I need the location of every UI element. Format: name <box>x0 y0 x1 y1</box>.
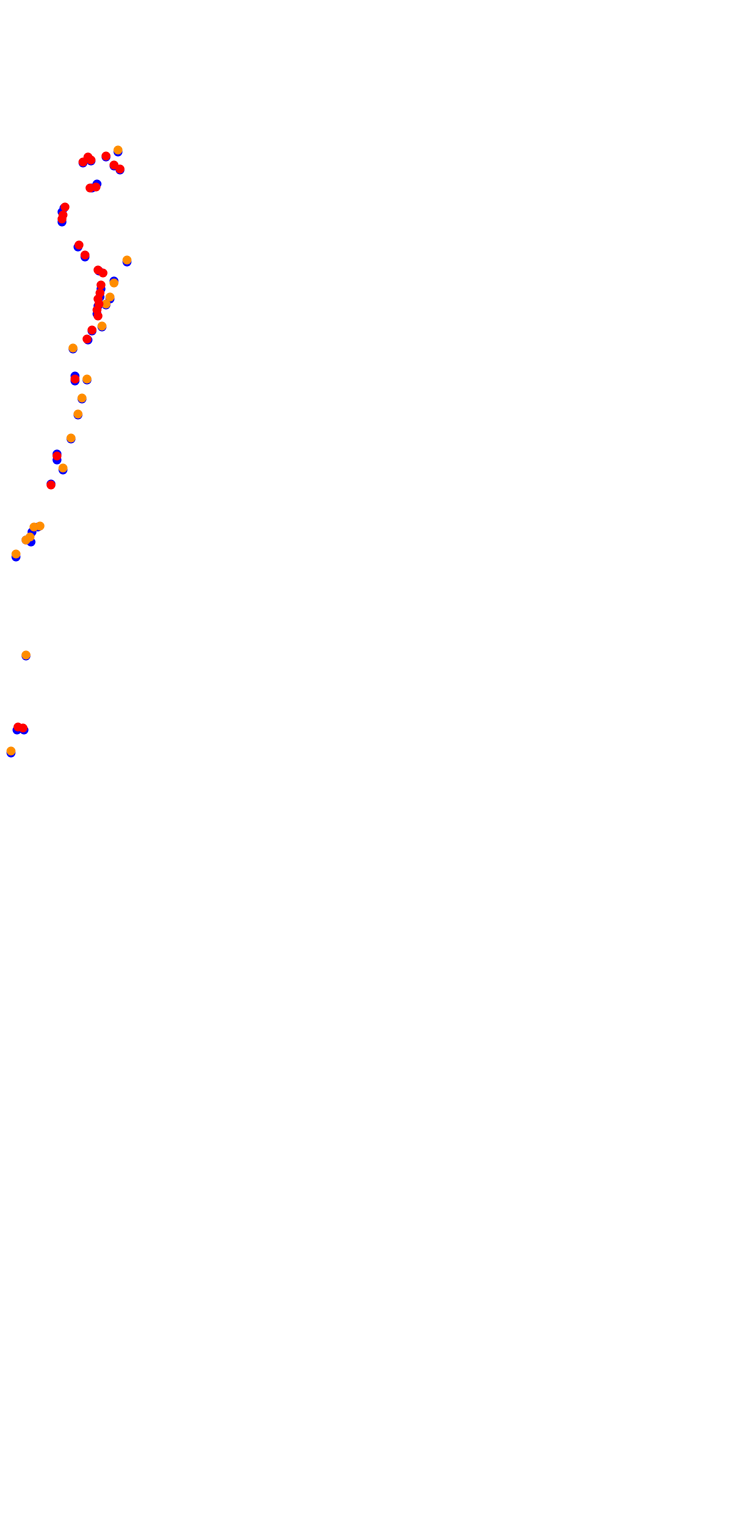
scatter-point-s2-15 <box>96 280 106 290</box>
series-1 <box>6 145 132 756</box>
scatter-point-s2-5 <box>115 164 125 174</box>
scatter-point-s1-10 <box>66 433 76 443</box>
scatter-point-s1-15 <box>21 535 31 545</box>
scatter-point-s1-9 <box>73 409 83 419</box>
scatter-point-s2-27 <box>18 723 28 733</box>
scatter-point-s2-20 <box>93 311 103 321</box>
scatter-point-s1-6 <box>68 343 78 353</box>
scatter-point-s2-10 <box>60 202 70 212</box>
scatter-point-s2-2 <box>86 155 96 165</box>
scatter-point-s2-7 <box>91 182 101 192</box>
scatter-point-s1-2 <box>109 278 119 288</box>
scatter-point-s2-25 <box>46 480 56 490</box>
scatter-point-s2-11 <box>74 240 84 250</box>
scatter-point-s1-3 <box>105 292 115 302</box>
scatter-point-s1-18 <box>6 746 16 756</box>
series-layer <box>6 145 132 758</box>
scatter-point-s1-8 <box>77 393 87 403</box>
scatter-point-s1-4 <box>101 299 111 309</box>
scatter-point-s2-12 <box>80 250 90 260</box>
scatter-point-s1-11 <box>58 463 68 473</box>
series-2 <box>13 151 125 733</box>
scatter-point-s2-23 <box>70 374 80 384</box>
scatter-point-s1-13 <box>29 522 39 532</box>
scatter-point-s1-16 <box>11 549 21 559</box>
scatter-point-s1-7 <box>82 374 92 384</box>
scatter-point-s1-5 <box>97 321 107 331</box>
scatter-point-s1-0 <box>113 145 123 155</box>
scatter-point-s1-17 <box>21 650 31 660</box>
scatter-point-s1-1 <box>122 255 132 265</box>
scatter-point-s2-14 <box>98 268 108 278</box>
scatter-point-s2-21 <box>87 325 97 335</box>
scatter-point-s2-3 <box>101 151 111 161</box>
scatter-point-s2-22 <box>82 334 92 344</box>
scatter-point-s2-24 <box>52 451 62 461</box>
scatter-point-s2-9 <box>57 214 67 224</box>
